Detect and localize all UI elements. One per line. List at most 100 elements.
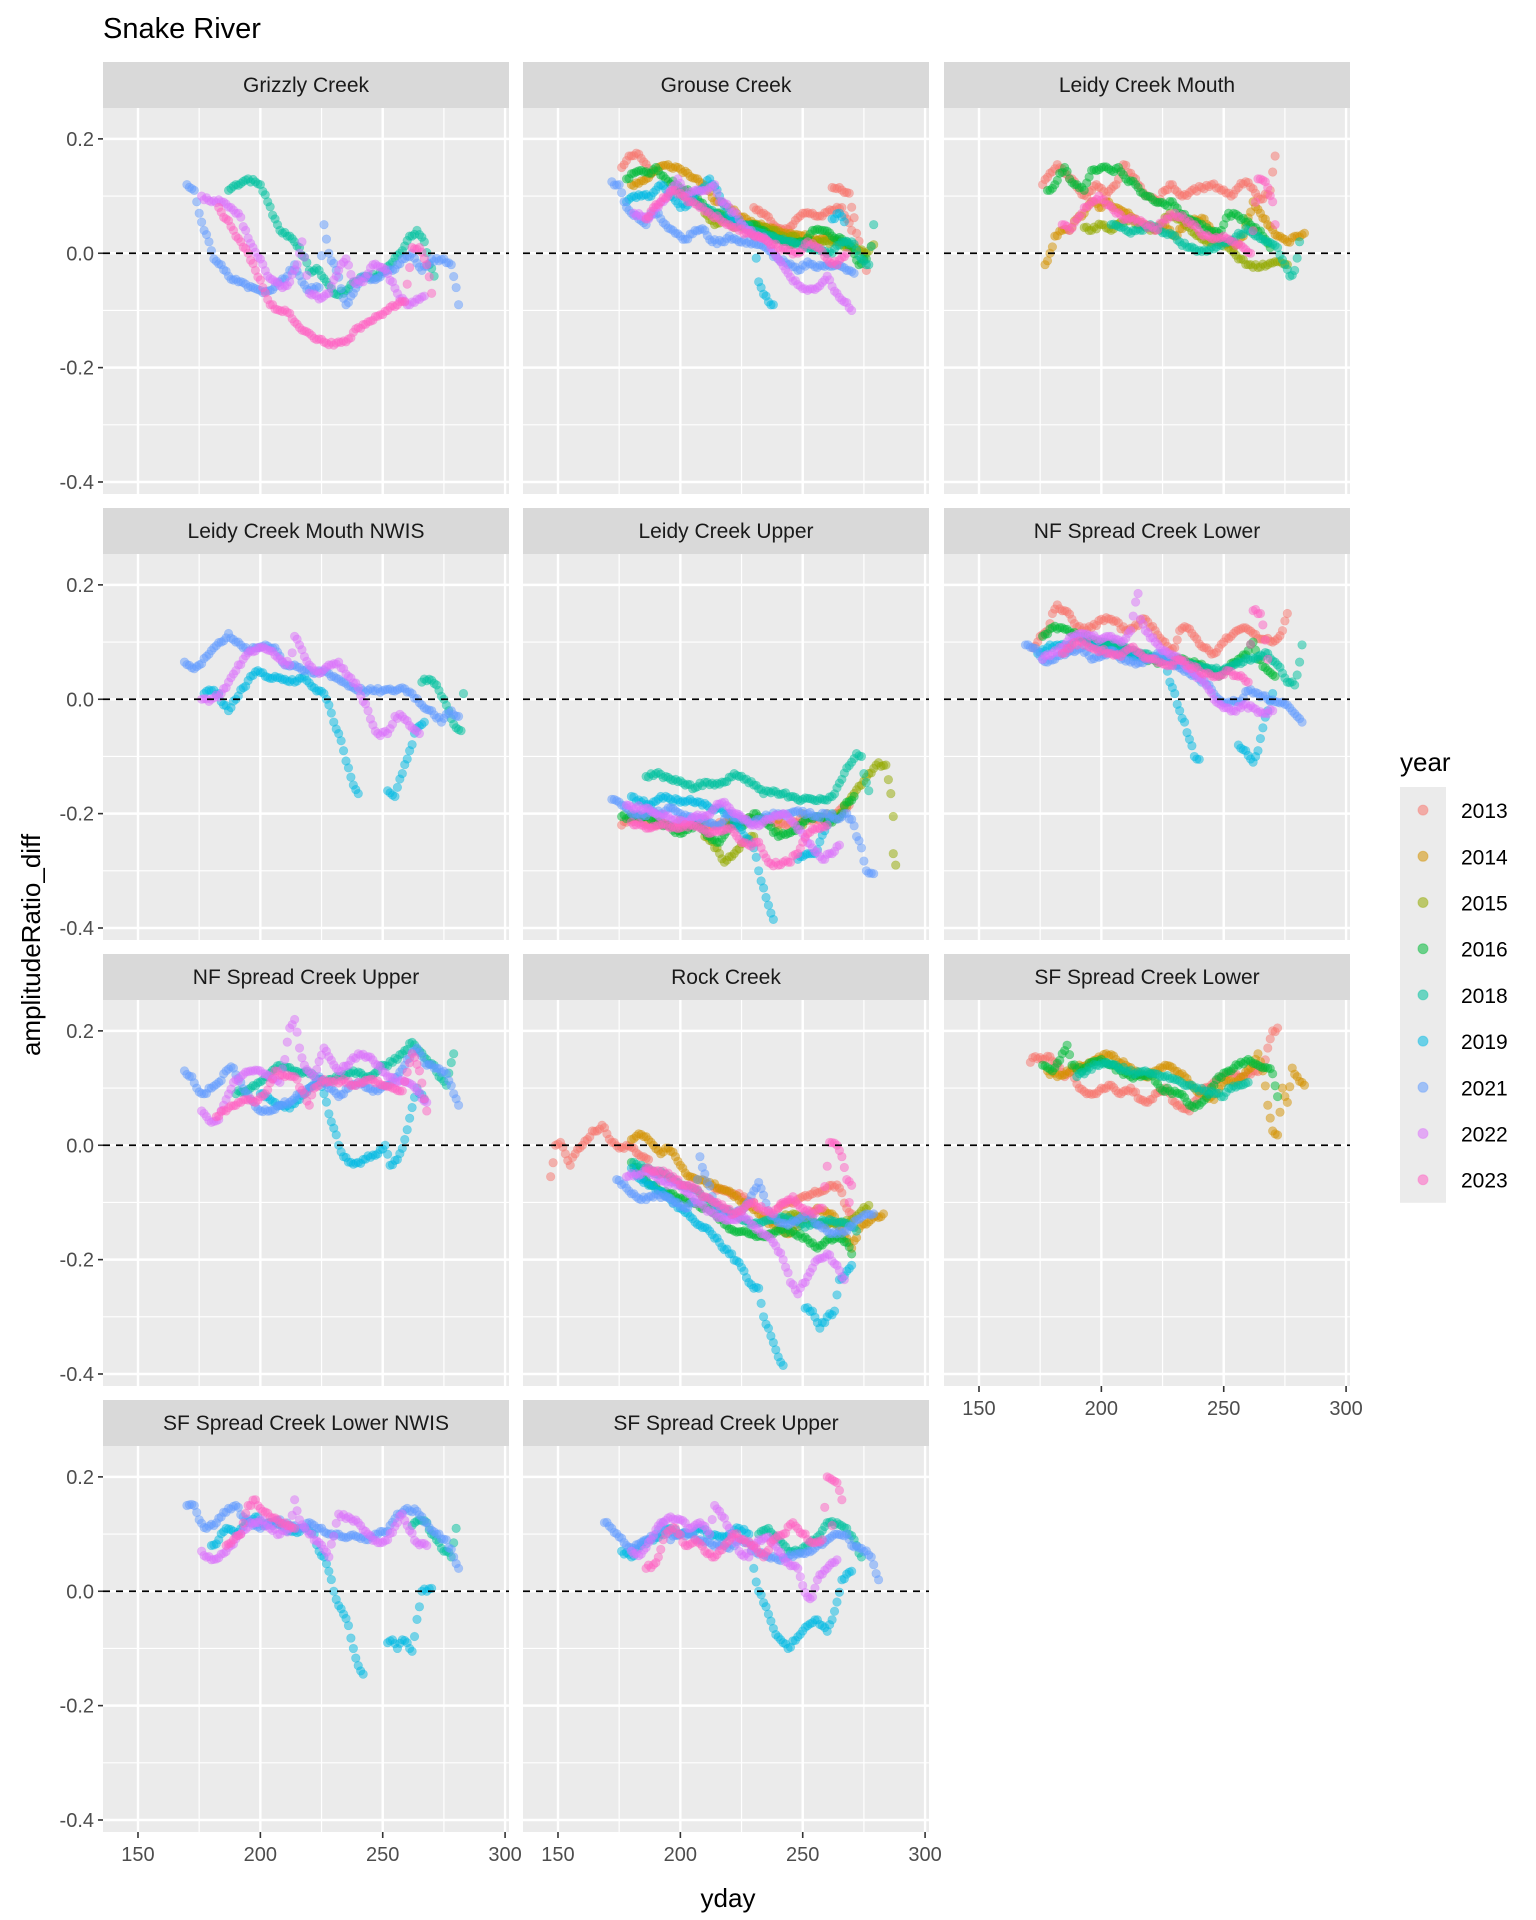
- data-point-2016: [849, 791, 859, 802]
- data-point-2019: [778, 1360, 788, 1371]
- data-point-2022: [280, 1054, 290, 1065]
- data-point-2016: [847, 1249, 857, 1259]
- data-point-2023: [1255, 608, 1266, 619]
- data-point-2022: [353, 683, 363, 693]
- y-tick-label: -0.4: [60, 918, 94, 940]
- data-point-2019: [768, 300, 778, 310]
- data-point-2023: [414, 1066, 425, 1076]
- data-point-2013: [1263, 1043, 1273, 1053]
- data-point-2018: [419, 237, 429, 247]
- data-point-2019: [402, 1125, 412, 1135]
- data-point-2018: [1294, 657, 1305, 667]
- data-point-2023: [400, 297, 410, 307]
- y-tick-label: -0.2: [60, 1250, 94, 1272]
- data-point-2018: [446, 1058, 456, 1068]
- data-point-2015: [888, 811, 898, 822]
- data-point-2021: [453, 711, 464, 722]
- data-point-2023: [400, 1076, 410, 1087]
- data-point-2019: [390, 791, 400, 802]
- facet-panel: Grouse Creek: [523, 62, 929, 494]
- data-point-2022: [292, 260, 302, 270]
- data-point-2019: [405, 1113, 415, 1123]
- y-tick-label: 0.0: [66, 689, 94, 711]
- panel-background: [944, 108, 1350, 494]
- facet-panel: Rock Creek: [523, 954, 929, 1386]
- data-point-2023: [422, 260, 432, 270]
- data-point-2019: [419, 717, 429, 727]
- data-point-2022: [282, 1037, 292, 1047]
- data-point-2023: [1263, 654, 1273, 664]
- facet-strip: [523, 62, 929, 108]
- data-point-2013: [1282, 608, 1292, 619]
- data-point-2018: [861, 777, 871, 788]
- data-point-2019: [847, 1260, 857, 1270]
- data-point-2023: [820, 1181, 830, 1192]
- data-point-2015: [891, 860, 901, 870]
- data-point-2016: [1062, 1040, 1072, 1050]
- y-tick-label: -0.4: [60, 1364, 94, 1386]
- data-point-2021: [453, 300, 464, 310]
- data-point-2019: [751, 253, 761, 263]
- y-tick-label: -0.2: [60, 804, 94, 826]
- data-point-2022: [290, 1014, 300, 1025]
- data-point-2019: [1258, 723, 1268, 733]
- data-point-2023: [1268, 197, 1278, 207]
- data-point-2021: [189, 185, 199, 195]
- facet-panel: Leidy Creek Upper: [523, 508, 929, 940]
- data-point-2019: [1179, 717, 1190, 727]
- data-point-2022: [1126, 626, 1136, 636]
- data-point-2019: [829, 1306, 840, 1316]
- facet-strip-label: Grizzly Creek: [243, 74, 370, 97]
- data-point-2022: [783, 1268, 793, 1278]
- data-point-2021: [204, 237, 214, 247]
- y-tick-label: 0.2: [66, 575, 94, 597]
- data-point-2022: [1133, 588, 1143, 599]
- panel-background: [523, 108, 929, 494]
- data-point-2022: [294, 1043, 305, 1053]
- data-point-2021: [319, 220, 329, 230]
- data-point-2023: [1258, 620, 1268, 630]
- data-point-2019: [324, 700, 334, 710]
- data-point-2021: [869, 1209, 879, 1219]
- data-point-2019: [324, 1109, 334, 1119]
- data-point-2015: [883, 775, 893, 785]
- data-point-2014: [1265, 1113, 1275, 1123]
- data-point-2023: [402, 1067, 412, 1077]
- panel-background: [523, 554, 929, 940]
- data-point-2018: [1292, 253, 1302, 263]
- data-point-2021: [700, 1169, 710, 1179]
- facet-panel: Leidy Creek Mouth: [944, 62, 1350, 494]
- data-point-2022: [710, 180, 720, 190]
- data-point-2015: [864, 1200, 874, 1210]
- data-point-2019: [407, 1102, 417, 1113]
- data-point-2019: [407, 740, 417, 750]
- data-point-2019: [336, 736, 346, 746]
- data-point-2019: [768, 914, 778, 925]
- data-point-2019: [1194, 754, 1204, 764]
- data-point-2019: [402, 754, 412, 764]
- data-point-2022: [287, 648, 297, 658]
- y-tick-label: -0.2: [60, 358, 94, 380]
- data-point-2014: [1285, 1082, 1295, 1092]
- data-point-2023: [817, 1203, 827, 1213]
- data-point-2018: [866, 241, 876, 251]
- data-point-2023: [292, 1074, 302, 1084]
- data-point-2021: [449, 271, 459, 282]
- data-point-2023: [1263, 183, 1273, 193]
- data-point-2013: [1268, 167, 1278, 177]
- data-point-2019: [839, 217, 849, 227]
- data-point-2021: [856, 843, 867, 853]
- data-point-2021: [758, 1190, 769, 1200]
- data-point-2019: [1253, 746, 1263, 756]
- data-point-2013: [851, 228, 862, 238]
- data-point-2013: [837, 1188, 847, 1198]
- data-point-2018: [1292, 670, 1302, 680]
- facet-panel: NF Spread Creek Lower: [944, 508, 1350, 940]
- data-point-2022: [343, 260, 354, 270]
- data-point-2014: [1253, 1049, 1263, 1059]
- data-point-2022: [292, 1027, 302, 1037]
